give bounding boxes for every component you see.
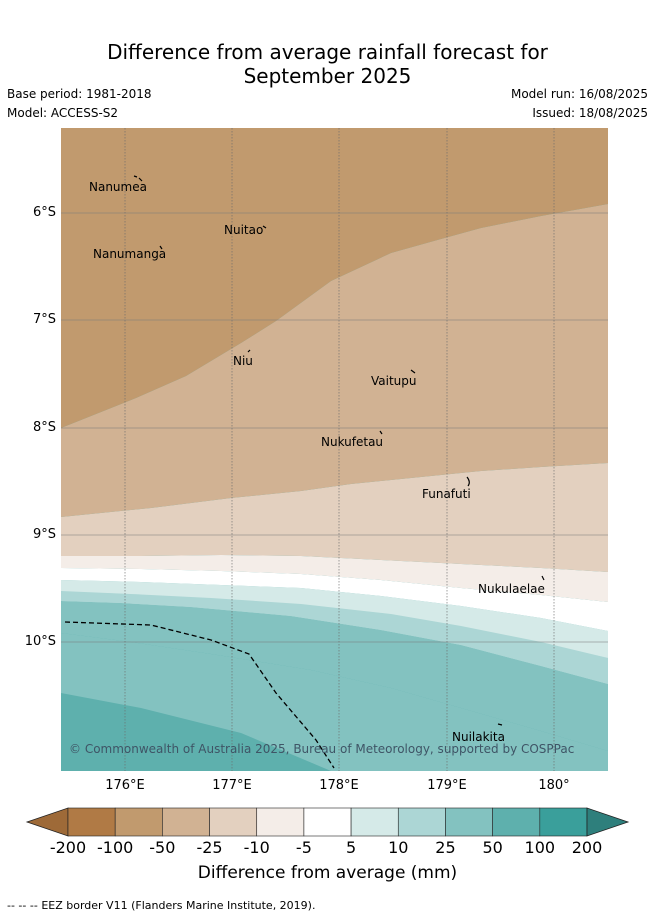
colorbar-tick-label: 5 (345, 838, 357, 857)
colorbar-cell (67, 807, 116, 837)
band-minus-5-10 (61, 555, 608, 602)
lat-tick-10s: 10°S (24, 634, 56, 649)
band-neutral (61, 568, 608, 631)
band-25-50 (61, 633, 608, 771)
colorbar-extend-low (25, 807, 69, 837)
eez-legend-text: EEZ border V11 (Flanders Marine Institut… (41, 899, 316, 912)
map-title: Difference from average rainfall forecas… (0, 40, 655, 88)
colorbar-cell (209, 807, 258, 837)
title-line-2: September 2025 (243, 64, 412, 88)
band-5-10 (61, 580, 608, 658)
lat-tick-6s: 6°S (32, 205, 56, 220)
colorbar-tick-label: -200 (49, 838, 87, 857)
longitude-gridlines (124, 128, 555, 771)
issued-date: Issued: 18/08/2025 (532, 106, 648, 120)
model-run: Model run: 16/08/2025 (510, 87, 648, 101)
colorbar-tick-label: -5 (295, 838, 312, 857)
colorbar-cell (162, 807, 210, 837)
colorbar-tick-label: 50 (482, 838, 503, 857)
colorbar-tick-label: 100 (524, 838, 556, 857)
lat-tick-9s: 9°S (32, 527, 56, 542)
colorbar-cell (303, 807, 352, 837)
colorbar-tick-label: 25 (435, 838, 456, 857)
band-10-25-d (61, 591, 608, 684)
lat-tick-7s: 7°S (32, 312, 56, 327)
legend-footer: -- -- -- EEZ border V11 (Flanders Marine… (7, 899, 315, 912)
model-name: Model: ACCESS-S2 (7, 106, 119, 120)
colorbar-tick-label: -50 (149, 838, 176, 857)
colorbar-extend-high (586, 807, 630, 837)
base-period: Base period: 1981-2018 (7, 87, 152, 101)
copyright-notice: © Commonwealth of Australia 2025, Bureau… (69, 742, 575, 756)
band-minus-50-100 (61, 128, 608, 428)
colorbar-cell (256, 807, 305, 837)
colorbar-tick-label: -25 (196, 838, 223, 857)
lon-tick-179e: 179°E (427, 778, 467, 793)
colorbar-cell (397, 807, 446, 837)
eez-legend-symbol: -- -- -- (7, 899, 38, 912)
band-25-50-upper (61, 601, 608, 751)
island-label-funafuti: Funafuti (422, 487, 471, 501)
lon-tick-176e: 176°E (105, 778, 145, 793)
island-label-nanumanga: Nanumanga (93, 247, 167, 261)
band-minus-10-25 (61, 463, 608, 572)
colorbar-tick-label: -100 (97, 838, 134, 857)
colorbar-title: Difference from average (mm) (197, 863, 458, 883)
eez-border (64, 621, 335, 769)
colorbar-tick-label: 200 (571, 838, 603, 857)
colorbar (25, 807, 630, 837)
lat-tick-8s: 8°S (32, 420, 56, 435)
island-outlines (133, 175, 545, 726)
colorbar-cell (445, 807, 493, 837)
colorbar-cell (539, 807, 588, 837)
colorbar-tick-label: 10 (388, 838, 409, 857)
band-minus-25-50 (61, 204, 608, 517)
island-label-nukufetau: Nukufetau (321, 435, 384, 449)
colorbar-tick-label: -10 (243, 838, 270, 857)
map-canvas (61, 128, 608, 771)
island-label-niu: Niu (233, 354, 253, 368)
lon-tick-180: 180° (538, 778, 570, 793)
colorbar-cells (67, 807, 588, 837)
island-label-nuilakita: Nuilakita (452, 730, 505, 744)
lon-tick-178e: 178°E (319, 778, 359, 793)
island-label-nukulaelae: Nukulaelae (478, 582, 545, 596)
latitude-gridlines (61, 212, 608, 643)
island-label-vaitupu: Vaitupu (371, 374, 417, 388)
colorbar-cell (492, 807, 541, 837)
lon-tick-177e: 177°E (212, 778, 252, 793)
colorbar-cell (114, 807, 163, 837)
island-label-nanumea: Nanumea (89, 180, 147, 194)
title-line-1: Difference from average rainfall forecas… (107, 40, 548, 64)
rainfall-map: Nanumea Nuitao Nanumanga Niu Vaitupu Nuk… (61, 128, 608, 771)
island-label-nuitao: Nuitao (224, 223, 264, 237)
colorbar-cell (350, 807, 399, 837)
